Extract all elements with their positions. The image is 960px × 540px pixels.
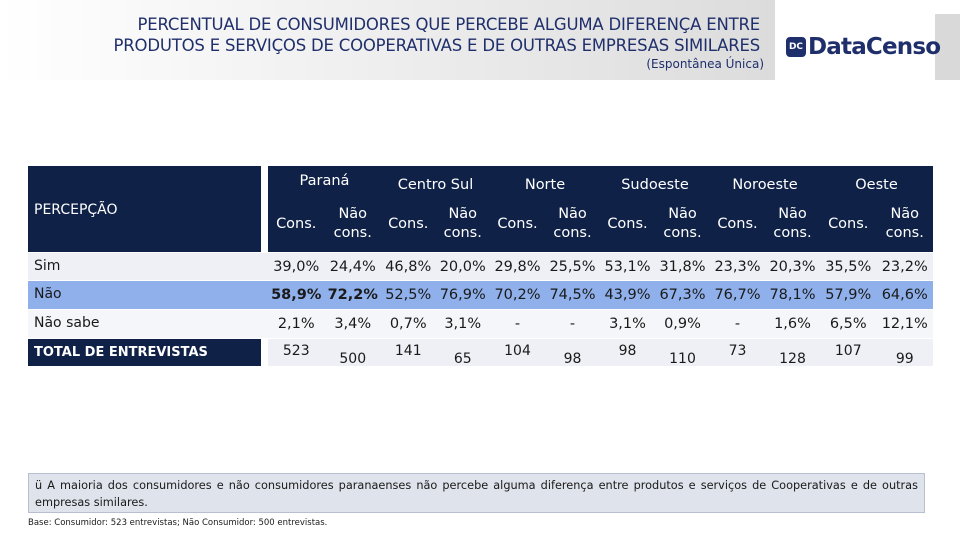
cell: 76,9% (439, 287, 486, 303)
subheader-cons: Cons. (388, 215, 429, 232)
cell: 23,3% (714, 258, 761, 275)
cell: 110 (669, 350, 696, 367)
region-header-5: Oeste (855, 177, 898, 193)
row-label-0: Sim (34, 258, 61, 274)
title-line-2: PRODUTOS E SERVIÇOS DE COOPERATIVAS E DE… (113, 36, 761, 55)
subheader-nao-cons: Não cons. (773, 206, 812, 241)
subheader-cons: Cons. (276, 215, 317, 232)
cell: 31,8% (659, 258, 706, 275)
cell: 107 (834, 342, 862, 359)
row-header-label: PERCEPÇÃO (34, 202, 118, 218)
row-label-3: TOTAL DE ENTREVISTAS (34, 345, 208, 360)
cell: 53,1% (604, 258, 651, 275)
cell: 0,7% (389, 316, 427, 332)
cell: 98 (563, 350, 582, 367)
row-header-cell (28, 166, 261, 252)
row-total-band (268, 339, 933, 366)
cell: 2,1% (277, 316, 315, 332)
cell: 52,5% (385, 287, 432, 303)
cell: 3,1% (444, 316, 482, 332)
subheader-nao-cons: Não cons. (553, 206, 592, 241)
cell: 20,3% (769, 258, 816, 275)
cell: 67,3% (659, 287, 706, 303)
row-label-2: Não sabe (34, 315, 100, 331)
region-header-0: Paraná (299, 173, 350, 189)
subheader-cons: Cons. (828, 215, 869, 232)
datacenso-logo: DC DataCenso (786, 34, 941, 60)
cell: 43,9% (604, 287, 651, 303)
cell: 141 (394, 342, 422, 359)
cell: 500 (339, 350, 367, 367)
subheader-nao-cons: Não cons. (443, 206, 482, 241)
subheader-cons: Cons. (717, 215, 758, 232)
cell: 70,2% (494, 287, 541, 303)
cell: 24,4% (329, 258, 376, 275)
cell: 29,8% (494, 258, 541, 275)
cell: 1,6% (774, 316, 811, 332)
cell: 72,2% (327, 287, 378, 303)
header-band (0, 0, 775, 80)
cell: - (569, 316, 576, 332)
page-subtitle: (Espontânea Única) (646, 57, 764, 71)
cell: 64,6% (881, 287, 928, 303)
cell: 128 (779, 350, 806, 367)
region-header-4: Noroeste (732, 177, 798, 193)
region-header-1: Centro Sul (397, 177, 474, 193)
subheader-nao-cons: Não cons. (663, 206, 702, 241)
cell: 58,9% (271, 287, 322, 303)
cell: 46,8% (385, 258, 432, 275)
logo-mark-icon: DC (786, 37, 806, 57)
cell: - (514, 316, 521, 332)
parana-header-cell (268, 166, 381, 252)
subheader-cons: Cons. (497, 215, 538, 232)
regions-header-cell (381, 166, 933, 252)
row-naosabe-band (28, 310, 933, 338)
cell: 23,2% (881, 258, 928, 275)
cell: 99 (895, 350, 914, 367)
base-footnote: Base: Consumidor: 523 entrevistas; Não C… (28, 518, 328, 528)
cell: 12,1% (881, 316, 928, 332)
cell: 6,5% (829, 316, 867, 332)
cell: 523 (282, 342, 310, 359)
checkmark-icon: ü (35, 479, 43, 492)
total-label-cell (28, 339, 261, 366)
cell: 3,1% (609, 316, 646, 332)
subheader-nao-cons: Não cons. (333, 206, 372, 241)
region-header-3: Sudoeste (621, 177, 689, 193)
cell: 25,5% (549, 258, 596, 275)
header-accent-strip (935, 14, 960, 80)
title-line-1: PERCENTUAL DE CONSUMIDORES QUE PERCEBE A… (137, 15, 761, 34)
cell: 78,1% (769, 287, 816, 303)
row-label-1: Não (34, 286, 62, 302)
cell: 39,0% (273, 258, 320, 275)
cell: 65 (453, 350, 472, 367)
conclusion-note: ü A maioria dos consumidores e não consu… (28, 473, 925, 513)
page-title: PERCENTUAL DE CONSUMIDORES QUE PERCEBE A… (113, 14, 761, 56)
region-header-2: Norte (524, 177, 566, 193)
cell: 74,5% (549, 287, 596, 303)
cell: 73 (728, 342, 747, 359)
cell: 35,5% (825, 258, 872, 275)
subheader-nao-cons: Não cons. (885, 206, 924, 241)
row-sim-band (28, 253, 933, 280)
cell: 76,7% (714, 287, 761, 303)
cell: 0,9% (664, 316, 701, 332)
logo-text: DataCenso (808, 34, 941, 60)
cell: 3,4% (334, 316, 372, 332)
conclusion-text: A maioria dos consumidores e não consumi… (35, 479, 918, 509)
cell: 20,0% (439, 258, 486, 275)
row-nao-band (28, 281, 933, 309)
cell: 57,9% (825, 287, 872, 303)
subheader-cons: Cons. (607, 215, 648, 232)
cell: - (734, 316, 741, 332)
cell: 98 (618, 342, 637, 359)
cell: 104 (504, 342, 531, 359)
